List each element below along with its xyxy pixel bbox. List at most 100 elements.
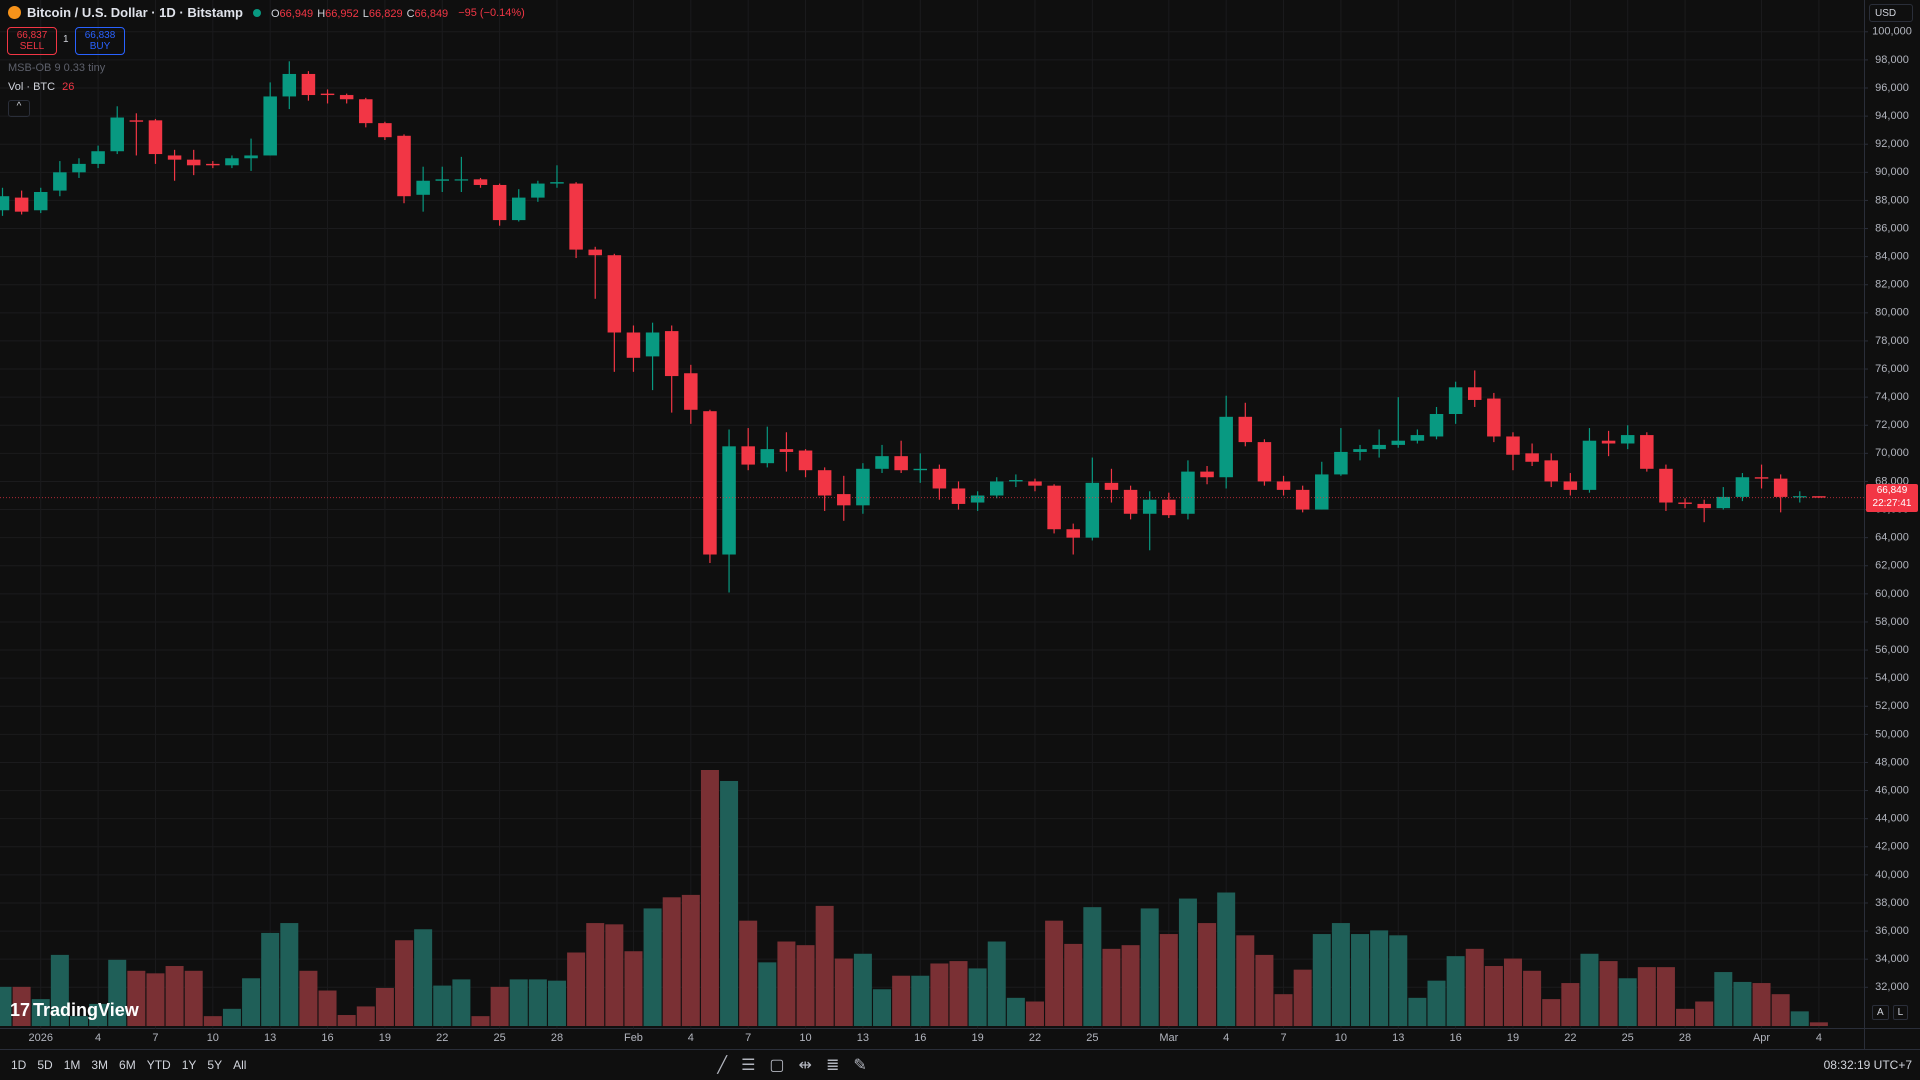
candle-body [339,95,354,100]
y-tick-label: 42,000 [1875,841,1909,853]
x-tick-label: 25 [1086,1032,1098,1044]
volume-bar [452,979,471,1026]
candle-body [1716,496,1731,509]
volume-bar [184,970,203,1026]
volume-title: Vol · BTC [8,81,56,93]
y-tick-label: 84,000 [1875,251,1909,263]
scale-button[interactable]: A [1872,1005,1889,1020]
x-tick-label: 22 [1029,1032,1041,1044]
tool-line[interactable]: ╱ [717,1057,728,1074]
y-tick-label: 80,000 [1875,307,1909,319]
volume-bar [395,940,414,1026]
range-button[interactable]: 1Y [181,1058,197,1072]
chart-title[interactable]: Bitcoin / U.S. Dollar · 1D · Bitstamp [27,5,243,20]
candle-body [1066,529,1080,538]
y-tick-label: 58,000 [1875,616,1909,628]
candle-body [1429,413,1444,437]
range-button[interactable]: 5D [37,1058,53,1072]
x-tick-label: 7 [745,1032,751,1044]
volume-bar [299,970,318,1026]
range-button[interactable]: 1D [11,1058,27,1072]
range-button[interactable]: 6M [119,1058,136,1072]
collapse-button[interactable]: ^ [8,100,30,117]
tool-brush[interactable]: ✎ [853,1057,867,1074]
quantity[interactable]: 1 [63,34,69,45]
x-tick-label: 2026 [28,1032,52,1044]
candle-body [1009,480,1023,482]
candle-body [1640,435,1654,469]
volume-bar [853,953,872,1026]
volume-bar [1198,923,1217,1026]
ohlc-key: L [362,8,369,20]
candle-body [1601,440,1616,444]
candle-body [645,332,660,357]
volume-bar [1465,948,1484,1026]
bar-countdown: 22:27:41 [1872,497,1912,509]
volume-bar [586,923,605,1026]
sell-button[interactable]: 66,837 SELL [7,27,57,55]
candle-body [1085,482,1100,538]
range-button[interactable]: 5Y [207,1058,223,1072]
scale-button[interactable]: L [1892,1005,1909,1020]
x-tick-label: 13 [857,1032,869,1044]
candle-body [263,96,277,156]
volume-bar [892,975,911,1026]
volume-bar [1293,969,1312,1026]
buy-button[interactable]: 66,838 BUY [75,27,125,55]
y-tick-label: 44,000 [1875,813,1909,825]
range-button[interactable]: 1M [63,1058,81,1072]
candle-body [167,155,182,160]
volume-bar [1408,997,1427,1026]
indicator-label[interactable]: MSB-OB 9 0.33 tiny [8,62,106,74]
range-button[interactable]: YTD [146,1058,171,1072]
ohlc-value: 66,952 [325,8,359,20]
volume-bar [242,978,261,1026]
tool-rect[interactable]: ▢ [769,1057,785,1074]
x-tick-label: 4 [1223,1032,1229,1044]
volume-bar [643,908,662,1026]
candle-body [1735,477,1750,497]
x-tick-label: 13 [1392,1032,1404,1044]
candle-body [1162,499,1176,516]
coin-icon [8,6,21,19]
candle-body [1142,499,1157,514]
volume-bar [1771,994,1790,1026]
volume-bar [1045,920,1064,1026]
x-tick-label: 19 [379,1032,391,1044]
candle-body [1448,387,1463,414]
currency-select[interactable]: USD [1869,4,1913,22]
volume-bar [1178,898,1197,1026]
candle-body [894,456,908,471]
candle-body [684,373,698,410]
candle-body [397,135,411,197]
y-tick-label: 70,000 [1875,447,1909,459]
volume-bar [1006,997,1025,1026]
candle-body [588,249,602,256]
x-tick-label: 10 [1335,1032,1347,1044]
tool-fib[interactable]: ☰ [741,1057,756,1074]
y-tick-label: 72,000 [1875,419,1909,431]
tool-pitch[interactable]: ⇹ [798,1057,812,1074]
candle-body [129,120,144,122]
range-button[interactable]: All [233,1058,247,1072]
y-tick-label: 52,000 [1875,700,1909,712]
candle-body [1334,451,1348,475]
tool-channel[interactable]: ≣ [825,1057,840,1074]
candle-body [626,332,641,358]
y-tick-label: 40,000 [1875,869,1909,881]
candle-body [1315,474,1329,510]
y-tick-label: 62,000 [1875,560,1909,572]
y-tick-label: 96,000 [1875,82,1909,94]
range-button[interactable]: 3M [91,1058,109,1072]
candle-body [722,446,736,555]
candle-body [1276,481,1291,490]
candle-body [244,155,258,159]
candle-body [359,99,373,124]
y-tick-label: 74,000 [1875,391,1909,403]
candle-body [1257,442,1272,482]
candle-body [1754,477,1769,479]
candle-body [473,179,488,185]
volume-bar [222,1008,241,1026]
x-tick-label: 22 [1564,1032,1576,1044]
